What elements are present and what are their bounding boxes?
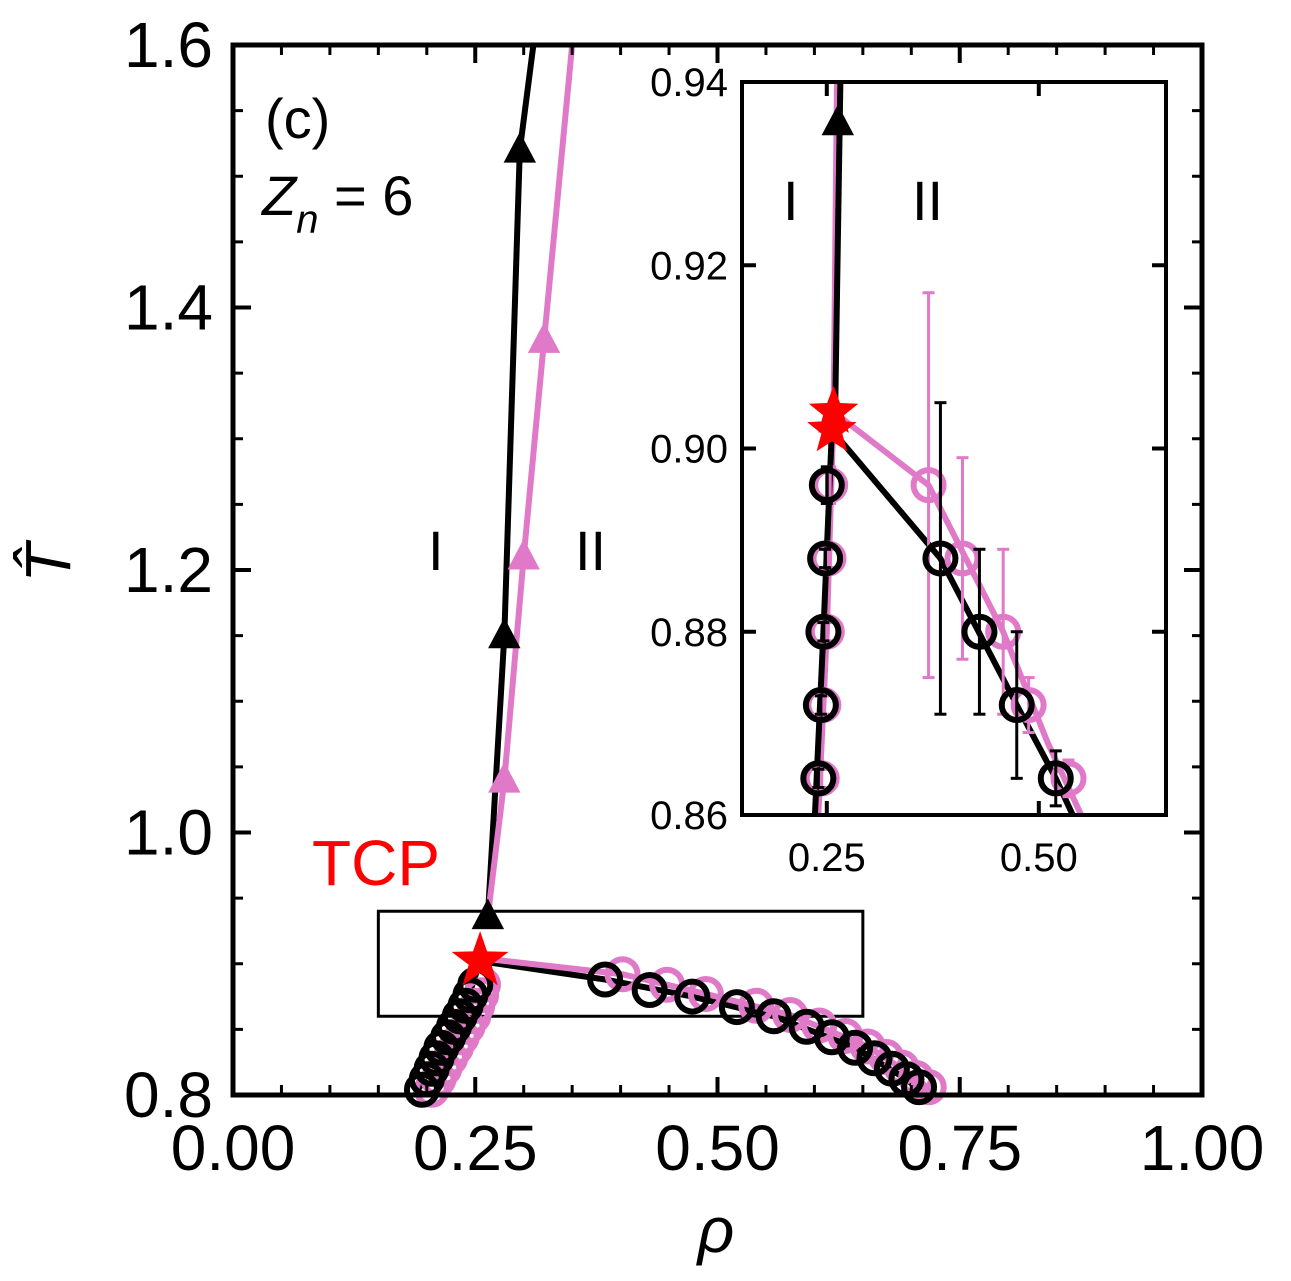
region-label-2: II [575, 519, 606, 582]
main-line-boundary-triangles-black [484, 44, 537, 917]
inset-tcp-star-1 [807, 404, 857, 452]
inset-point-inset-black-circles-3 [807, 540, 844, 577]
inset-content [800, 82, 1087, 815]
inset-point-inset-black-circles-1 [802, 687, 839, 724]
inset-xtick-label-0: 0.25 [788, 836, 866, 880]
main-xtick-label-1: 0.25 [413, 1112, 538, 1184]
main-point-coexistence-black-circles-13 [674, 978, 711, 1015]
main-point-boundary-triangles-pink-2 [507, 538, 540, 570]
inset-region-label-2: II [912, 169, 943, 232]
inset-point-inset-black-circles-4 [808, 467, 845, 504]
main-point-boundary-triangles-black-0 [471, 898, 505, 930]
main-point-coexistence-black-circles-11 [587, 961, 624, 998]
main-labels: (c) Zn = 6 I II TCP ρ T̂ [12, 87, 734, 1266]
main-xtick-label-2: 0.50 [655, 1112, 780, 1184]
zn-subscript: n [296, 198, 318, 242]
inset-ytick-label-1: 0.88 [650, 611, 728, 655]
main-point-coexistence-pink-circles-14 [738, 987, 775, 1024]
inset-point-inset-black-circles-6 [961, 613, 998, 650]
inset-triangle-0 [821, 104, 855, 136]
main-ytick-label-1: 1.0 [124, 797, 213, 869]
main-point-coexistence-black-circles-22 [901, 1069, 938, 1106]
tcp-label: TCP [312, 827, 440, 899]
zn-label: Zn = 6 [260, 164, 413, 242]
zn-rest: = 6 [318, 164, 413, 227]
inset-xtick-label-1: 0.50 [1000, 836, 1078, 880]
inset-point-inset-pink-circles-8 [1010, 687, 1047, 724]
inset-region-label-1: I [783, 169, 799, 232]
inset-point-inset-black-circles-2 [805, 613, 842, 650]
inset-point-inset-black-circles-7 [998, 687, 1035, 724]
inset-point-inset-black-circles-5 [922, 540, 959, 577]
region-label-1: I [428, 519, 444, 582]
main-point-boundary-triangles-pink-3 [527, 322, 561, 353]
main-point-boundary-triangles-pink-1 [488, 762, 521, 793]
main-ytick-label-3: 1.4 [124, 272, 213, 344]
y-axis-title: T̂ [12, 540, 84, 583]
panel-label: (c) [265, 87, 330, 150]
inset-ytick-label-0: 0.86 [650, 794, 728, 838]
main-point-boundary-triangles-black-1 [488, 617, 521, 649]
main-ytick-label-4: 1.6 [124, 9, 213, 81]
inset-point-inset-black-circles-8 [1037, 760, 1074, 797]
inset-point-inset-pink-circles-6 [944, 540, 981, 577]
main-plot: 0.00 0.25 0.50 0.75 1.00 0.8 1.0 1.2 1.4 1.6 [124, 9, 1264, 1184]
main-ytick-label-2: 1.2 [124, 534, 213, 606]
main-xtick-label-4: 1.00 [1140, 1112, 1265, 1184]
main-point-coexistence-pink-circles-13 [687, 975, 724, 1012]
inset-ytick-label-2: 0.90 [650, 428, 728, 472]
zn-symbol: Z [260, 164, 298, 227]
inset-point-inset-black-circles-0 [800, 760, 837, 797]
main-point-boundary-triangles-black-2 [503, 132, 537, 163]
main-tcp-star [451, 931, 509, 986]
main-point-coexistence-black-circles-12 [631, 972, 668, 1008]
main-xtick-label-0: 0.00 [171, 1112, 296, 1184]
main-point-coexistence-black-circles-19 [856, 1040, 893, 1077]
main-point-coexistence-pink-circles-11 [604, 956, 641, 993]
main-point-coexistence-black-circles-18 [837, 1029, 874, 1066]
inset-plot: 0.860.880.900.920.940.25 0.50I II [650, 61, 1168, 880]
inset-point-inset-pink-circles-9 [1050, 760, 1087, 797]
inset-ytick-label-3: 0.92 [650, 244, 728, 288]
inset-ytick-label-4: 0.94 [650, 61, 728, 105]
main-point-coexistence-black-circles-15 [755, 998, 792, 1035]
inset-point-inset-pink-circles-5 [910, 467, 947, 504]
x-axis-title: ρ [696, 1194, 735, 1266]
main-xtick-label-3: 0.75 [897, 1112, 1022, 1184]
main-ytick-label-0: 0.8 [124, 1059, 213, 1131]
main-point-coexistence-black-circles-14 [718, 989, 755, 1026]
zoom-box [376, 909, 865, 1018]
